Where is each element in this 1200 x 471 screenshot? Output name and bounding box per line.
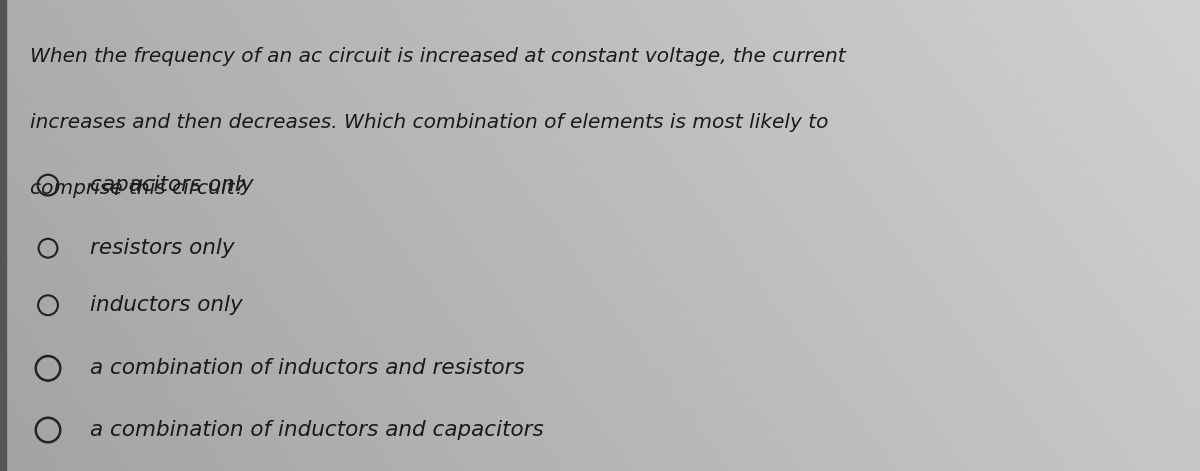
Text: resistors only: resistors only bbox=[90, 238, 235, 258]
Text: inductors only: inductors only bbox=[90, 295, 242, 315]
Text: increases and then decreases. Which combination of elements is most likely to: increases and then decreases. Which comb… bbox=[30, 113, 828, 132]
Text: a combination of inductors and resistors: a combination of inductors and resistors bbox=[90, 358, 524, 378]
Text: When the frequency of an ac circuit is increased at constant voltage, the curren: When the frequency of an ac circuit is i… bbox=[30, 47, 846, 66]
Bar bbox=[0, 0, 6, 471]
Text: capacitors only: capacitors only bbox=[90, 175, 253, 195]
Text: a combination of inductors and capacitors: a combination of inductors and capacitor… bbox=[90, 420, 544, 440]
Text: comprise this circuit?: comprise this circuit? bbox=[30, 179, 245, 198]
